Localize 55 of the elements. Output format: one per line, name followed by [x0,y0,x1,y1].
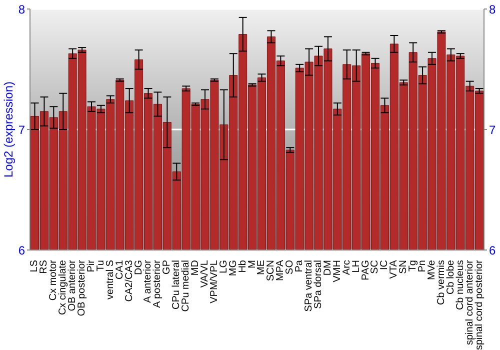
x-tick-label: CPu lateral [171,260,182,310]
y-axis-title: Log2 (expression) [1,81,16,178]
x-tick-label: ME [256,260,268,275]
x-tick-label: SPa ventral [304,260,315,312]
x-tick-label: SC [370,260,381,274]
x-tick-label: Cx cingulate [58,260,69,316]
x-tick-label: DG [133,260,144,275]
x-tick-label: spinal cord posterior [474,259,485,350]
x-tick-label: IC [379,260,390,270]
x-tick-label: LS [29,260,40,272]
x-tick-label: SO [284,260,296,274]
x-tick-label: Cb vermis [436,260,447,306]
x-tick-label: Arc [341,260,352,275]
x-tick-label: ventral S [104,260,116,300]
x-tick-label: SCN [266,260,277,282]
x-tick-label: MVe [426,260,438,280]
y2-tick-label: 6 [489,243,496,258]
x-tick-label: CPu medial [180,260,192,312]
x-tick-label: CA2/CA3 [124,260,135,302]
x-tick-label: Pir [86,259,97,272]
x-tick-label: LH [350,260,362,273]
y-tick-label: 8 [18,2,26,16]
x-tick-label: PAG [360,260,372,280]
y2-tick-label: 7 [489,122,496,137]
x-tick-label: DM [322,260,334,276]
x-tick-label: CA1 [114,260,126,280]
x-tick-label: Cx motor [48,259,60,301]
x-tick-label: OB posterior [76,259,88,316]
x-tick-label: Pa [294,260,306,272]
x-tick-label: LG [218,260,230,274]
x-tick-label: MD [190,260,202,276]
x-tick-label: VPM/VPL [208,260,220,304]
x-tick-label: VA/VL [199,260,210,288]
x-tick-label: VTA [388,260,400,279]
x-tick-label: Tu [95,260,106,272]
x-tick-label: GP [162,260,173,274]
y2-tick-label: 8 [489,2,496,16]
y-tick-label: 6 [18,243,26,258]
x-tick-label: MPA [275,260,286,281]
x-tick-label: SPa dorsal [312,260,324,309]
y-tick-label: 7 [18,122,26,137]
x-tick-label: OB anterior [67,259,78,312]
x-tick-label: A anterior [142,259,154,303]
x-tick-label: Tg [408,260,419,272]
x-tick-label: RS [38,260,50,274]
x-tick-label: SN [398,260,410,274]
x-tick-label: Pn [417,260,428,272]
x-tick-label: Hb [237,260,248,273]
x-tick-label: MG [228,260,239,276]
x-tick-label: spinal cord anterior [464,259,476,346]
x-tick-label: M [246,260,258,268]
x-tick-label: Cb nucleus [454,260,466,310]
x-tick-label: Cb lobe [445,260,456,294]
x-tick-label: A posterior [152,259,164,308]
x-tick-label: VMH [332,260,343,282]
